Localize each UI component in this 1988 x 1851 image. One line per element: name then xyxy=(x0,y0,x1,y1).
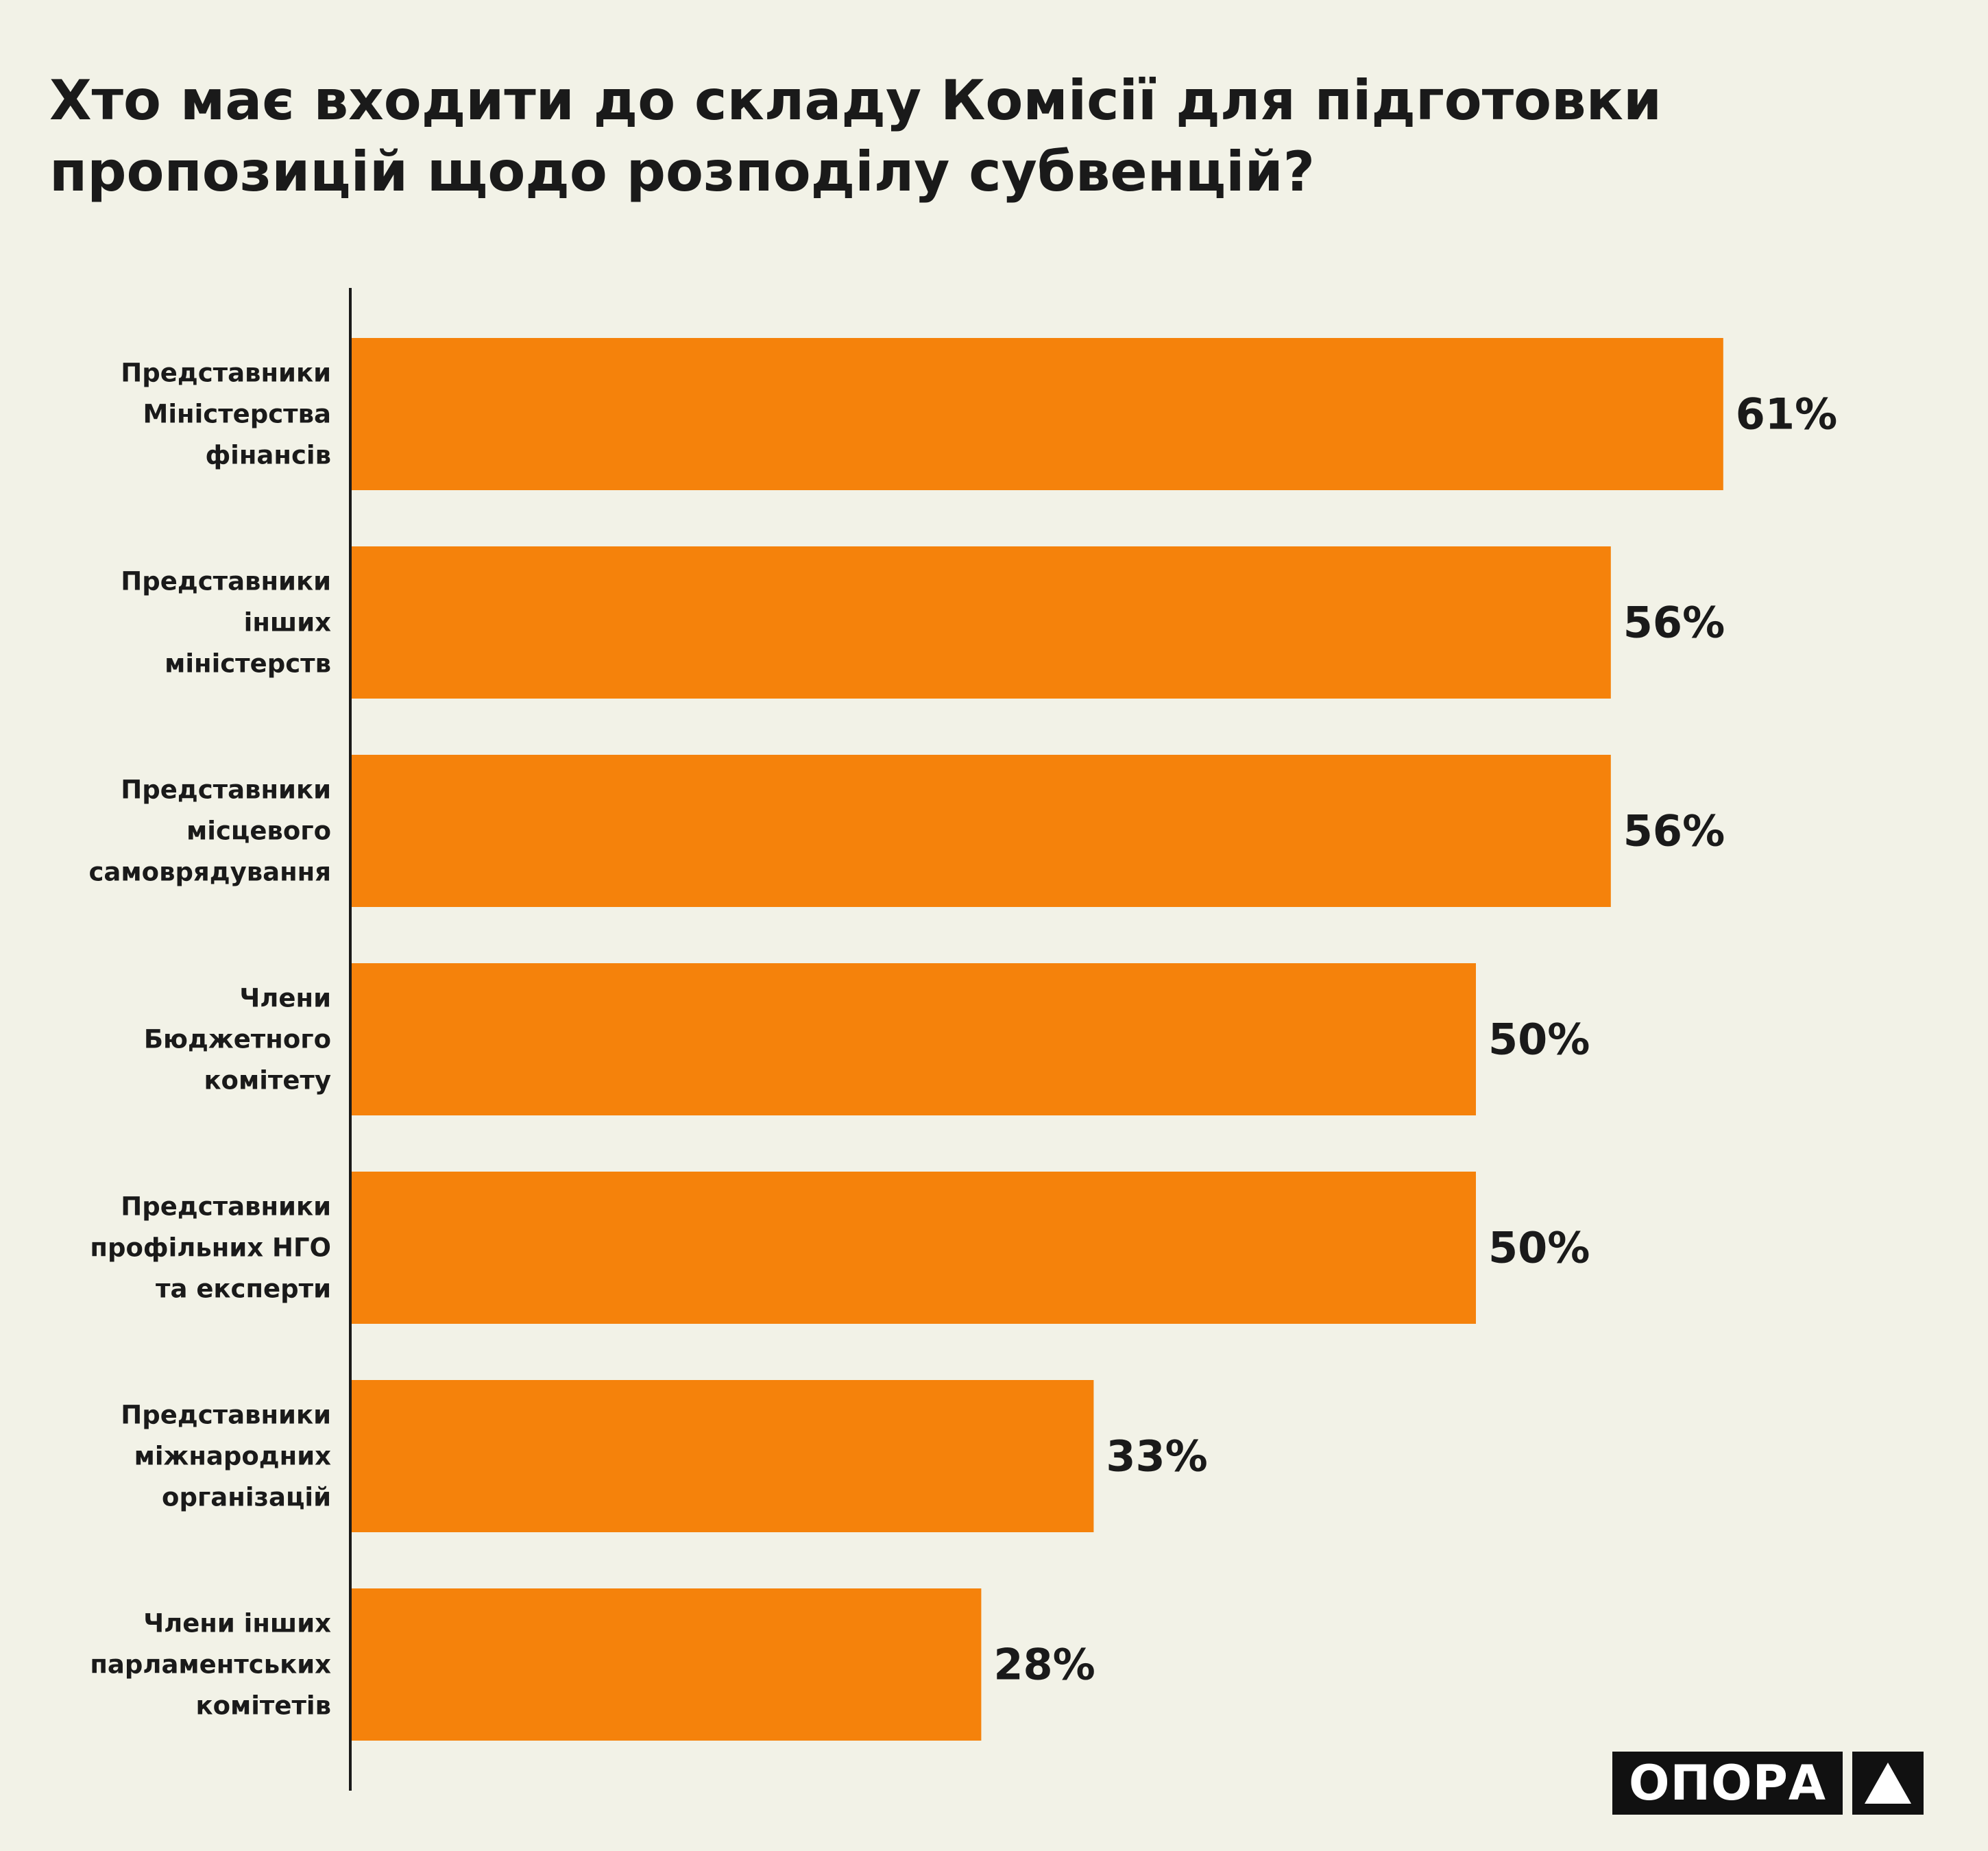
chart-title: Хто має входити до складу Комісії для пі… xyxy=(49,65,1941,208)
bar-6 xyxy=(352,1380,1094,1532)
bar-1 xyxy=(352,338,1723,490)
category-label-7-line-1: Члени інших xyxy=(143,1609,331,1638)
bar-value-label-7: 28% xyxy=(993,1640,1095,1690)
category-label-6-line-3: організацій xyxy=(162,1483,331,1512)
bar-value-label-5: 50% xyxy=(1488,1223,1590,1273)
category-label-7-line-2: парламентських xyxy=(90,1650,331,1680)
bar-7 xyxy=(352,1588,982,1741)
category-label-1-line-2: Міністерства xyxy=(143,400,331,429)
bar-group-4: 50% Члени Бюджетного комітету xyxy=(144,963,1590,1115)
bar-value-label-4: 50% xyxy=(1488,1015,1590,1065)
bar-value-label-6: 33% xyxy=(1106,1431,1207,1481)
category-label-4-line-1: Члени xyxy=(239,984,331,1013)
category-label-2-line-3: міністерств xyxy=(165,649,331,679)
logo-wordmark: ОПОРА xyxy=(1612,1752,1843,1815)
category-label-4-line-2: Бюджетного xyxy=(144,1025,331,1054)
bar-value-label-1: 61% xyxy=(1736,389,1837,439)
category-label-5-line-2: профільних НГО xyxy=(90,1233,331,1263)
category-label-2-line-2: інших xyxy=(244,608,331,638)
category-label-1-line-3: фінансів xyxy=(205,441,331,470)
bar-group-3: 56% Представники місцевого самоврядування xyxy=(89,755,1725,907)
category-label-3-line-2: місцевого xyxy=(186,816,331,846)
category-label-1-line-1: Представники xyxy=(121,359,331,388)
chart-title-line-1: Хто має входити до складу Комісії для пі… xyxy=(49,69,1662,132)
category-label-3-line-3: самоврядування xyxy=(89,858,332,887)
category-label-7-line-3: комітетів xyxy=(195,1691,331,1721)
bar-group-5: 50% Представники профільних НГО та експерти xyxy=(90,1172,1590,1324)
bar-4 xyxy=(352,963,1476,1115)
opora-logo: ОПОРА xyxy=(1612,1752,1924,1815)
bar-5 xyxy=(352,1172,1476,1324)
bars-layer: 61% Представники Міністерства фінансів 56% Пр… xyxy=(89,338,1837,1741)
triangle-up-icon xyxy=(1852,1752,1924,1815)
category-label-6-line-1: Представники xyxy=(121,1401,331,1430)
category-label-4-line-3: комітету xyxy=(204,1066,331,1096)
bar-group-2: 56% Представники інших міністерств xyxy=(121,546,1725,699)
chart-title-line-2: пропозицій щодо розподілу субвенцій? xyxy=(49,140,1316,204)
bar-group-1: 61% Представники Міністерства фінансів xyxy=(121,338,1837,490)
category-label-2-line-1: Представники xyxy=(121,567,331,596)
category-label-5-line-1: Представники xyxy=(121,1192,331,1222)
bar-value-label-2: 56% xyxy=(1623,598,1725,648)
bar-value-label-3: 56% xyxy=(1623,806,1725,856)
category-label-5-line-3: та експерти xyxy=(156,1274,331,1304)
category-label-6-line-2: міжнародних xyxy=(134,1442,332,1471)
bar-group-7: 28% Члени інших парламентських комітетів xyxy=(90,1588,1095,1741)
category-label-3-line-1: Представники xyxy=(121,775,331,805)
bar-2 xyxy=(352,546,1611,699)
bar-3 xyxy=(352,755,1611,907)
bar-group-6: 33% Представники міжнародних організацій xyxy=(121,1380,1208,1532)
